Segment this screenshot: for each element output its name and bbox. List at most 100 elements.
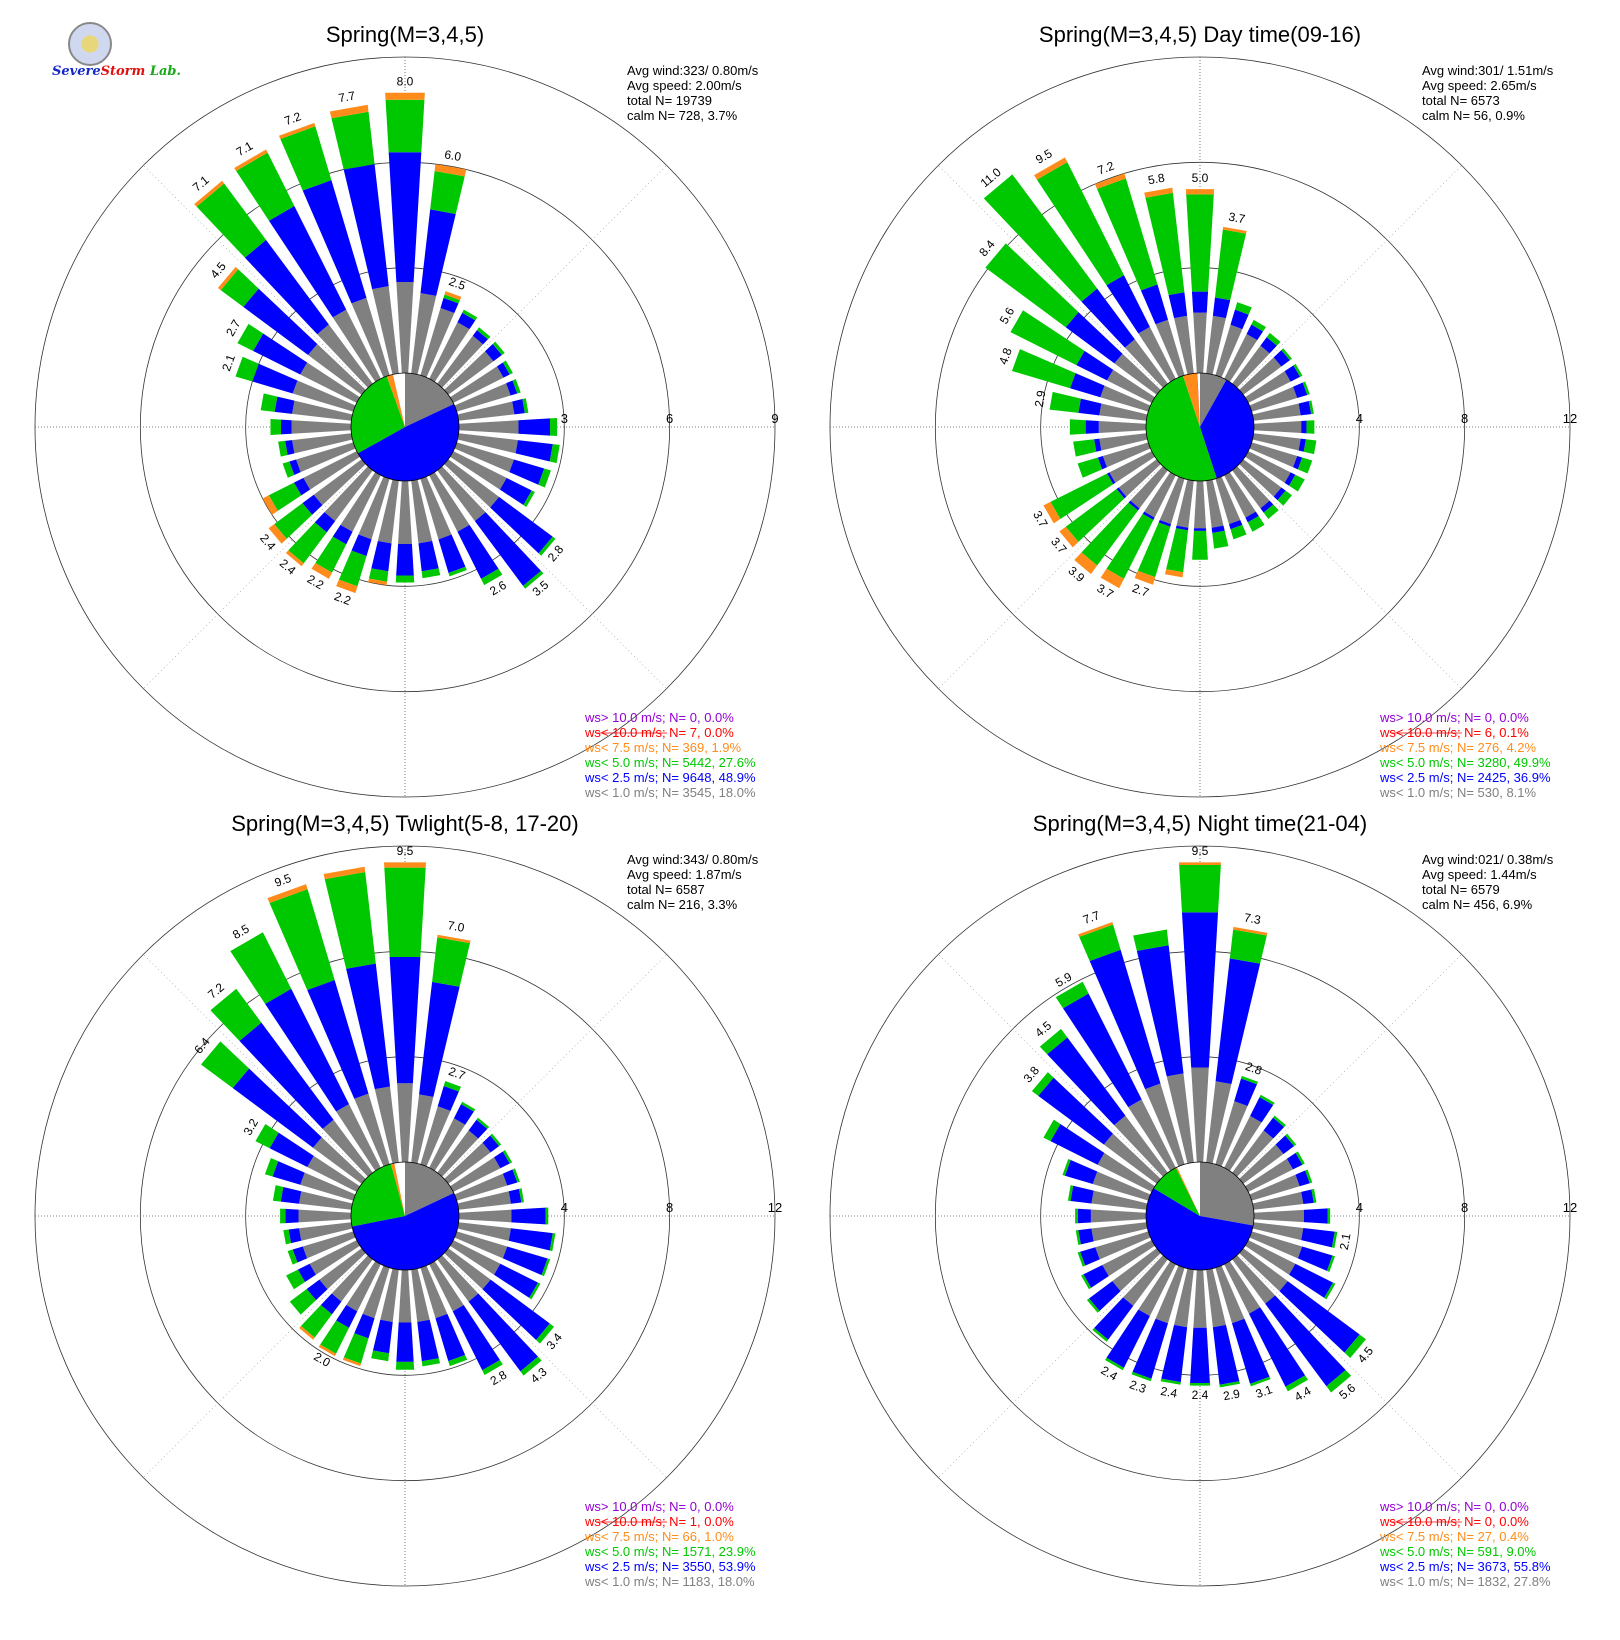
rose-bar-gray: [307, 1155, 360, 1192]
rose-bar-green: [1011, 349, 1076, 389]
rose-bar-blue: [332, 524, 353, 545]
rose-bar-green: [200, 1041, 250, 1089]
legend-entry: ws> 10.0 m/s; N= 0, 0.0%: [1379, 710, 1529, 725]
rose-bar-blue: [468, 1119, 488, 1139]
rose-bar-gray: [292, 380, 356, 412]
bar-label: 2.1: [219, 352, 238, 373]
rose-bar-blue: [1047, 1037, 1126, 1126]
rose-bar-orange: [299, 1326, 315, 1340]
rose-bar-blue: [396, 1322, 414, 1362]
legend-entry: ws> 10.0 m/s; N= 0, 0.0%: [584, 710, 734, 725]
rose-bar-gray: [1114, 353, 1161, 395]
rose-bar-blue: [1234, 1078, 1257, 1107]
bar-label: 2.8: [1243, 1059, 1264, 1078]
rose-bar-green: [1308, 400, 1314, 415]
calm-pie-slice: [1175, 1167, 1200, 1216]
rose-bar-green: [1311, 1188, 1317, 1203]
rose-bar-green: [280, 126, 332, 191]
legend-entry: ws< 1.0 m/s; N= 1832, 27.8%: [1379, 1574, 1551, 1589]
rose-bar-gray: [411, 479, 433, 544]
logo-wordmark: SevereStorm Lab.: [52, 64, 181, 79]
rose-bar-blue: [1191, 291, 1209, 313]
rose-bar-blue: [468, 1293, 538, 1372]
rose-bar-blue: [494, 1263, 539, 1298]
rose-bar-blue: [239, 1022, 334, 1129]
rose-bar-orange: [342, 1357, 361, 1367]
rose-bar-green: [492, 341, 505, 356]
bar-label: 5.0: [1192, 171, 1209, 185]
rose-bar-gray: [1191, 1067, 1209, 1163]
rose-bar-blue: [506, 380, 518, 396]
rose-bar-green: [269, 889, 335, 991]
rose-bar-blue: [1293, 455, 1303, 470]
rose-bar-blue: [1078, 398, 1102, 416]
rose-bar-blue: [1080, 1247, 1100, 1266]
calm-pie-slice: [1200, 1162, 1255, 1226]
rose-bar-green: [985, 243, 1079, 328]
calm-pie-slice: [357, 404, 460, 482]
rose-bar-gray: [354, 1093, 390, 1167]
rose-bar-gray: [1155, 1265, 1185, 1324]
rose-bar-blue: [1158, 520, 1172, 527]
calm-pie-slice: [352, 1193, 459, 1271]
rose-bar-gray: [1239, 1144, 1284, 1184]
ring-label: 12: [1563, 411, 1577, 426]
rose-bar-blue: [1279, 1281, 1360, 1353]
rose-bar-blue: [474, 512, 542, 586]
rose-bar-gray: [1112, 1248, 1161, 1292]
rose-bar-blue: [1070, 373, 1105, 398]
legend-entry: ws< 7.5 m/s; N= 66, 1.0%: [584, 1529, 734, 1544]
bar-label: 2.4: [1192, 1388, 1209, 1402]
rose-bar-blue: [502, 1169, 518, 1186]
rose-bar-gray: [1252, 1222, 1304, 1241]
rose-bar-blue: [1128, 500, 1140, 511]
rose-bar-gray: [437, 466, 486, 522]
wind-rose-panel: Spring(M=3,4,5)3 6 98.06.02.52.83.52.62.22…: [34, 22, 779, 800]
rose-bar-gray: [1232, 345, 1270, 388]
rose-bar-gray: [1174, 315, 1194, 375]
rose-bar-blue: [418, 541, 439, 572]
rose-bar-gray: [1106, 369, 1155, 403]
rose-bar-gray: [457, 1222, 511, 1241]
rose-bar-green: [220, 269, 259, 307]
rose-bar-green: [512, 379, 521, 394]
legend-entry: ws< 5.0 m/s; N= 1571, 23.9%: [584, 1544, 756, 1559]
rose-bar-blue: [1190, 1327, 1210, 1383]
stats-line: Avg speed: 2.00m/s: [627, 78, 742, 93]
rose-bar-green: [549, 1233, 556, 1252]
rose-bar-blue: [1215, 958, 1261, 1085]
rose-bar-blue: [1142, 511, 1155, 521]
rose-bar-green: [1145, 192, 1185, 296]
rose-bar-orange: [368, 578, 388, 586]
rose-bar-green: [1189, 1382, 1211, 1386]
rose-bar-orange: [434, 164, 467, 177]
rose-bar-blue: [1070, 1185, 1094, 1204]
rose-bar-gray: [1232, 1255, 1276, 1304]
panel-title: Spring(M=3,4,5) Twlight(5-8, 17-20): [231, 811, 578, 836]
rose-bar-gray: [1123, 1255, 1168, 1306]
axis-diagonal: [404, 165, 667, 428]
stats-line: Avg speed: 2.65m/s: [1422, 78, 1537, 93]
rose-bar-green: [1073, 439, 1097, 457]
calm-circle-outline: [350, 1161, 460, 1271]
rose-bar-green: [1306, 420, 1315, 434]
calm-pie-slice: [1145, 375, 1217, 482]
rose-bar-blue: [494, 1151, 510, 1169]
axis-diagonal: [404, 954, 667, 1217]
rose-bar-green: [1247, 516, 1265, 532]
rose-bar-blue: [512, 399, 525, 415]
rose-bar-green: [338, 550, 367, 587]
rose-bar-green: [287, 1249, 298, 1265]
rose-bar-blue: [265, 988, 349, 1112]
calm-pie-slice: [350, 376, 405, 454]
rose-bar-green: [536, 1323, 555, 1344]
rose-bar-gray: [454, 442, 514, 473]
rose-bar-blue: [1161, 1324, 1188, 1383]
rose-bar-blue: [288, 1228, 302, 1244]
rose-bar-gray: [1099, 403, 1148, 421]
rose-bar-green: [235, 356, 259, 382]
stats-line: calm N= 728, 3.7%: [627, 108, 738, 123]
rose-bar-gray: [380, 1268, 399, 1322]
axis-diagonal: [143, 1215, 406, 1478]
